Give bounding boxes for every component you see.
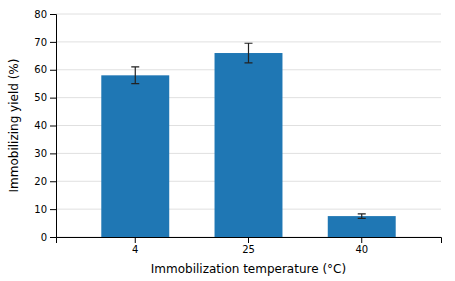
y-tick: 30 — [34, 148, 56, 159]
x-axis-title: Immobilization temperature (°C) — [151, 262, 346, 276]
x-axis: 4 25 40 — [57, 237, 442, 255]
y-tick-label: 40 — [34, 120, 47, 131]
y-tick-label: 50 — [34, 92, 47, 103]
bar — [328, 216, 396, 237]
error-bar — [245, 43, 253, 63]
y-tick-mark — [50, 209, 56, 210]
y-tick-label: 70 — [34, 37, 47, 48]
x-tick: 25 — [242, 237, 255, 255]
y-tick-mark — [50, 14, 56, 15]
x-tick-mark — [248, 237, 249, 243]
y-axis-line — [50, 15, 57, 238]
y-tick: 20 — [34, 176, 56, 187]
y-tick-label: 60 — [34, 64, 47, 75]
x-tick-label: 25 — [242, 244, 255, 255]
marks — [101, 43, 395, 237]
error-bar — [131, 67, 139, 84]
grid-line — [56, 41, 441, 42]
y-tick-label: 20 — [34, 176, 47, 187]
y-tick-label: 80 — [34, 9, 47, 20]
x-tick: 4 — [132, 237, 138, 255]
y-axis-title: Immobilizing yield (%) — [7, 59, 21, 193]
y-tick: 70 — [34, 37, 56, 48]
x-tick-mark — [361, 237, 362, 243]
plot: 4 25 40 0 10 20 30 40 50 60 70 80 — [34, 9, 441, 255]
x-tick: 40 — [355, 237, 368, 255]
y-tick: 40 — [34, 120, 56, 131]
y-tick-mark — [50, 70, 56, 71]
grid — [56, 14, 441, 237]
y-axis: 0 10 20 30 40 50 60 70 80 — [34, 9, 56, 243]
bar — [215, 53, 283, 237]
error-bar — [358, 214, 366, 218]
x-tick-mark — [135, 237, 136, 243]
y-tick: 80 — [34, 9, 56, 20]
y-tick: 60 — [34, 64, 56, 75]
y-tick-label: 0 — [41, 232, 47, 243]
y-tick-mark — [50, 98, 56, 99]
y-tick-label: 30 — [34, 148, 47, 159]
y-tick-mark — [50, 181, 56, 182]
bar — [101, 75, 169, 237]
chart-container: 4 25 40 0 10 20 30 40 50 60 70 80 Immobilization tem… — [0, 0, 455, 281]
y-tick: 0 — [41, 232, 56, 243]
x-tick-label: 4 — [132, 244, 138, 255]
y-tick: 50 — [34, 92, 56, 103]
y-tick-label: 10 — [34, 204, 47, 215]
y-tick-mark — [50, 153, 56, 154]
x-axis-line — [57, 238, 442, 244]
y-tick-mark — [50, 42, 56, 43]
x-tick-label: 40 — [355, 244, 368, 255]
y-tick-mark — [50, 126, 56, 127]
chart-svg: 4 25 40 0 10 20 30 40 50 60 70 80 Immobilization tem… — [0, 0, 455, 281]
grid-line — [56, 14, 441, 15]
y-tick-mark — [50, 237, 56, 238]
y-tick: 10 — [34, 204, 56, 215]
